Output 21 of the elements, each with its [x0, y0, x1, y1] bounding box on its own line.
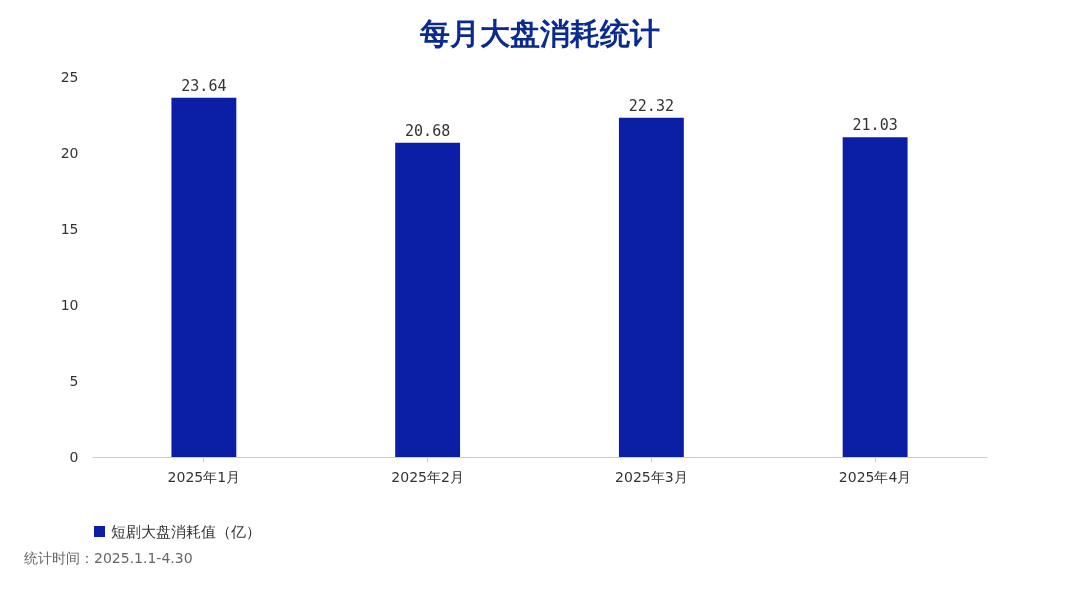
- y-tick-label: 5: [69, 372, 79, 389]
- bar: [171, 97, 237, 457]
- y-tick-label: 10: [60, 296, 79, 313]
- data-label: 22.32: [628, 96, 674, 115]
- y-tick-label: 0: [69, 448, 79, 465]
- bar: [618, 117, 684, 457]
- data-label: 23.64: [181, 76, 227, 95]
- legend-label: 短剧大盘消耗值（亿）: [111, 522, 261, 541]
- x-tick-label: 2025年4月: [838, 468, 912, 485]
- chart-title: 每月大盘消耗统计: [418, 16, 660, 51]
- y-tick-label: 25: [60, 68, 79, 85]
- data-label: 20.68: [405, 121, 451, 140]
- y-tick-label: 15: [60, 220, 79, 237]
- bar: [395, 142, 461, 457]
- x-tick-label: 2025年3月: [615, 468, 688, 485]
- x-tick-label: 2025年2月: [391, 468, 464, 485]
- data-label: 21.03: [852, 116, 898, 135]
- bar: [842, 137, 908, 457]
- x-tick-label: 2025年1月: [167, 468, 241, 485]
- y-tick-label: 20: [60, 144, 79, 161]
- text: 统计时间：2025.1.1-4.30: [24, 550, 193, 568]
